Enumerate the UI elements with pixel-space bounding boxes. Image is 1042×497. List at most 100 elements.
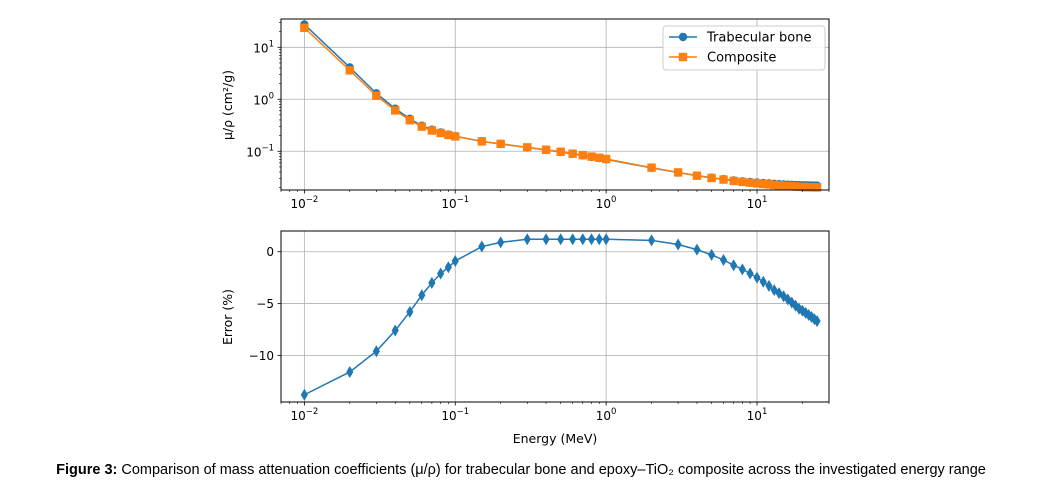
point-error xyxy=(795,302,803,315)
x-tick-label: 10−2 xyxy=(290,407,318,423)
point-composite xyxy=(477,137,487,146)
point-error xyxy=(775,287,783,300)
y-tick-label: 10−1 xyxy=(246,143,274,159)
x-tick-label-exp: 0 xyxy=(611,407,616,417)
point-error xyxy=(497,236,505,249)
point-composite xyxy=(745,178,755,187)
point-composite xyxy=(556,147,565,156)
point-error xyxy=(674,238,682,251)
x-tick-label-exp: −1 xyxy=(457,407,470,417)
x-tick-label: 10−1 xyxy=(441,195,469,211)
point-composite xyxy=(427,126,437,135)
x-tick-label-base: 10 xyxy=(441,197,456,211)
point-error xyxy=(759,275,767,288)
legend-label-composite: Composite xyxy=(707,51,776,66)
point-error xyxy=(770,284,778,297)
y-tick-label: −5 xyxy=(256,297,274,311)
point-composite xyxy=(707,173,716,183)
x-tick-label-exp: −2 xyxy=(306,195,319,205)
caption-text: Comparison of mass attenuation coefficie… xyxy=(121,462,986,478)
x-tick-label-exp: 0 xyxy=(611,195,616,205)
point-error xyxy=(542,233,550,246)
point-composite xyxy=(451,132,460,141)
x-tick-label: 10−2 xyxy=(290,195,318,211)
point-composite xyxy=(496,139,505,149)
point-error xyxy=(595,233,603,246)
point-error xyxy=(372,345,380,358)
x-tick-label-base: 10 xyxy=(596,197,611,211)
y-tick-label-exp: 1 xyxy=(269,39,274,49)
point-composite xyxy=(774,181,784,190)
point-error xyxy=(730,259,738,272)
point-error xyxy=(418,289,426,302)
point-composite xyxy=(673,168,683,177)
point-composite xyxy=(405,116,415,125)
x-tick-label-base: 10 xyxy=(290,409,305,423)
point-composite xyxy=(578,151,587,160)
point-error xyxy=(813,315,821,328)
y-tick-label-exp: 0 xyxy=(269,91,274,101)
point-composite xyxy=(779,181,788,190)
point-error xyxy=(788,296,796,309)
point-composite xyxy=(300,23,309,33)
caption-label: Figure 3: xyxy=(56,462,118,478)
point-error xyxy=(753,271,761,284)
x-tick-label: 10−1 xyxy=(441,407,469,423)
series-layer xyxy=(300,20,822,192)
legend-marker-composite xyxy=(678,52,688,62)
y-tick-label: 100 xyxy=(253,91,274,107)
x-tick-label: 101 xyxy=(747,407,768,423)
point-error xyxy=(569,233,577,246)
point-composite xyxy=(601,154,611,164)
point-composite xyxy=(752,179,762,188)
point-error xyxy=(719,254,728,267)
legend-label-trabecular: Trabecular bone xyxy=(706,31,811,46)
y-tick-label: −10 xyxy=(249,349,274,363)
point-composite xyxy=(444,130,453,140)
point-error xyxy=(746,267,754,280)
legend: Trabecular bone Composite xyxy=(662,25,826,71)
x-tick-label-base: 10 xyxy=(290,197,305,211)
point-composite xyxy=(587,152,596,161)
x-tick-label-exp: −1 xyxy=(457,195,470,205)
point-composite xyxy=(417,122,426,131)
point-error xyxy=(647,234,656,247)
point-error xyxy=(738,263,746,276)
y-tick-label: 101 xyxy=(253,39,274,55)
point-error xyxy=(579,233,587,246)
y-tick-label-exp: −1 xyxy=(261,143,274,153)
point-composite xyxy=(719,175,728,184)
point-error xyxy=(346,365,354,378)
point-composite xyxy=(568,149,577,158)
y-tick-label-base: 10 xyxy=(253,41,268,55)
point-error xyxy=(802,306,810,319)
point-error xyxy=(300,388,308,401)
point-composite xyxy=(391,106,400,115)
plot-frame xyxy=(280,230,830,403)
x-tick-label: 100 xyxy=(596,195,617,211)
point-composite xyxy=(523,143,532,152)
point-composite xyxy=(729,176,738,186)
point-composite xyxy=(595,153,604,162)
point-composite xyxy=(812,183,822,192)
point-error xyxy=(437,267,445,280)
series-line-error xyxy=(304,238,818,396)
point-composite xyxy=(345,66,354,75)
y-tick-label-base: 10 xyxy=(253,93,268,107)
bottom-y-axis-label: Error (%) xyxy=(220,289,235,345)
x-tick-label-base: 10 xyxy=(747,197,762,211)
point-error xyxy=(523,233,531,246)
x-tick-label-base: 10 xyxy=(747,409,762,423)
point-error xyxy=(478,240,486,253)
point-composite xyxy=(738,177,747,187)
point-error xyxy=(587,233,596,246)
point-error xyxy=(406,305,414,318)
point-error xyxy=(807,311,816,324)
point-error xyxy=(707,248,716,261)
x-tick-label-exp: 1 xyxy=(762,407,767,417)
